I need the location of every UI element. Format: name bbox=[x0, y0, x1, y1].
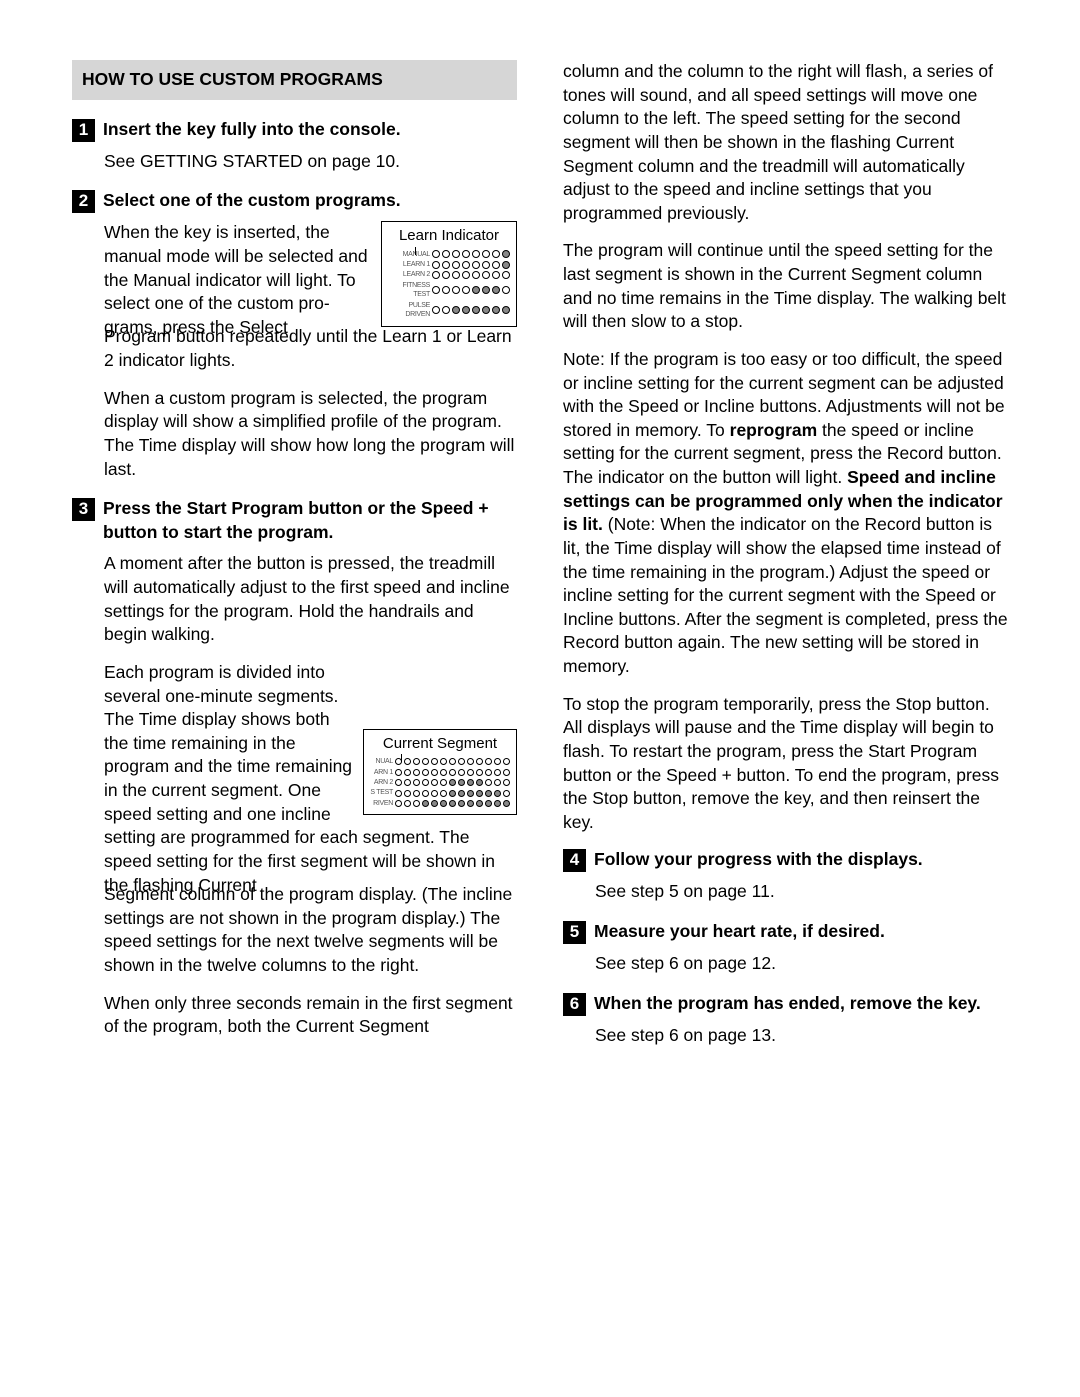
step-title-1: Insert the key fully into the console. bbox=[103, 118, 401, 142]
step3-p3: When only three seconds remain in the fi… bbox=[104, 992, 517, 1039]
left-column: HOW TO USE CUSTOM PROGRAMS 1 Insert the … bbox=[72, 60, 517, 1063]
right-column: column and the column to the right will … bbox=[563, 60, 1008, 1063]
step-number-4: 4 bbox=[563, 849, 586, 872]
step-title-4: Follow your progress with the displays. bbox=[594, 848, 923, 872]
step5-body: See step 6 on page 12. bbox=[595, 952, 1008, 976]
step-number-6: 6 bbox=[563, 993, 586, 1016]
col2-p1: column and the column to the right will … bbox=[563, 60, 1008, 225]
step1-body: See GETTING STARTED on page 10. bbox=[104, 150, 517, 174]
step-2: 2 Select one of the custom programs. Lea… bbox=[72, 189, 517, 481]
col2-p2: The program will continue until the spee… bbox=[563, 239, 1008, 334]
step2-p1a: When the key is in­serted, the manual mo… bbox=[104, 222, 368, 337]
col2-p4: To stop the program temporarily, press t… bbox=[563, 693, 1008, 835]
current-segment-figure: Current SegmentNUALARN 1ARN 2S TESTRIVEN bbox=[363, 729, 517, 815]
step-6: 6 When the program has ended, remove the… bbox=[563, 992, 1008, 1048]
step-3: 3 Press the Start Program button or the … bbox=[72, 497, 517, 1039]
col2-p3: Note: If the program is too easy or too … bbox=[563, 348, 1008, 679]
step-number-1: 1 bbox=[72, 119, 95, 142]
step3-p2b: Segment column of the program display. (… bbox=[104, 883, 517, 978]
step-title-6: When the program has ended, remove the k… bbox=[594, 992, 981, 1016]
step-title-3: Press the Start Program button or the Sp… bbox=[103, 497, 517, 544]
step2-p1b: Program button repeatedly until the Lear… bbox=[104, 325, 517, 372]
step-5: 5 Measure your heart rate, if desired. S… bbox=[563, 920, 1008, 976]
step-1: 1 Insert the key fully into the console.… bbox=[72, 118, 517, 174]
step-title-2: Select one of the custom programs. bbox=[103, 189, 401, 213]
step2-p2: When a custom program is selected, the p… bbox=[104, 387, 517, 482]
section-header: HOW TO USE CUSTOM PROGRAMS bbox=[72, 60, 517, 100]
step4-body: See step 5 on page 11. bbox=[595, 880, 1008, 904]
step6-body: See step 6 on page 13. bbox=[595, 1024, 1008, 1048]
step3-p1: A moment after the button is pressed, th… bbox=[104, 552, 517, 647]
two-column-layout: HOW TO USE CUSTOM PROGRAMS 1 Insert the … bbox=[72, 60, 1008, 1063]
step-title-5: Measure your heart rate, if desired. bbox=[594, 920, 885, 944]
step-4: 4 Follow your progress with the displays… bbox=[563, 848, 1008, 904]
step-number-5: 5 bbox=[563, 921, 586, 944]
learn-indicator-figure: Learn IndicatorMANUALLEARN 1LEARN 2FITNE… bbox=[381, 221, 517, 326]
step-number-3: 3 bbox=[72, 498, 95, 521]
step-number-2: 2 bbox=[72, 190, 95, 213]
